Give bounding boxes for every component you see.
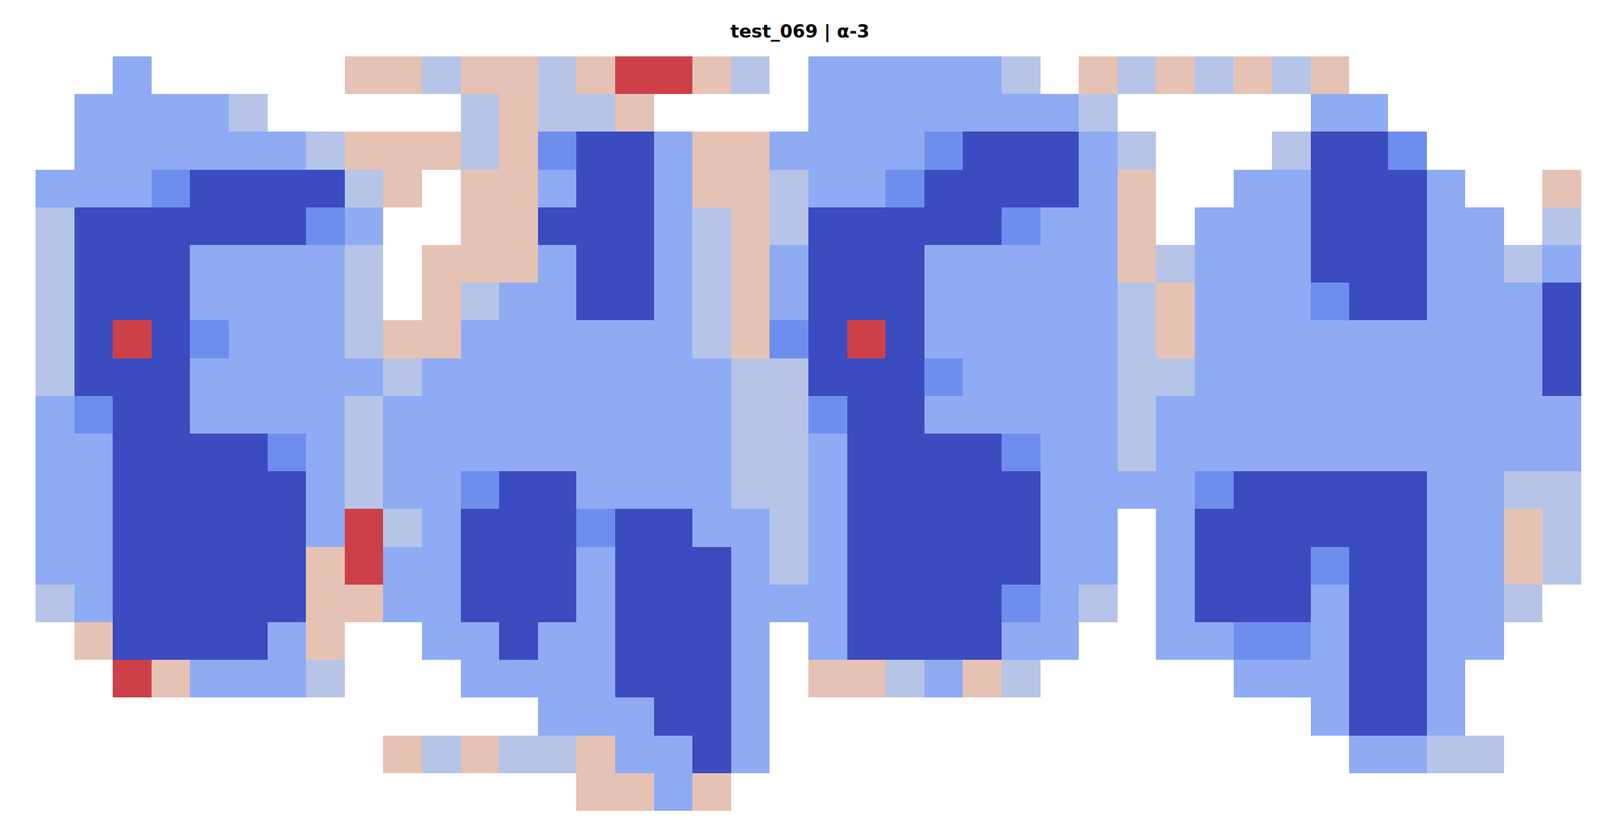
svg-text:test_069 | α-3: test_069 | α-3 xyxy=(730,20,870,43)
